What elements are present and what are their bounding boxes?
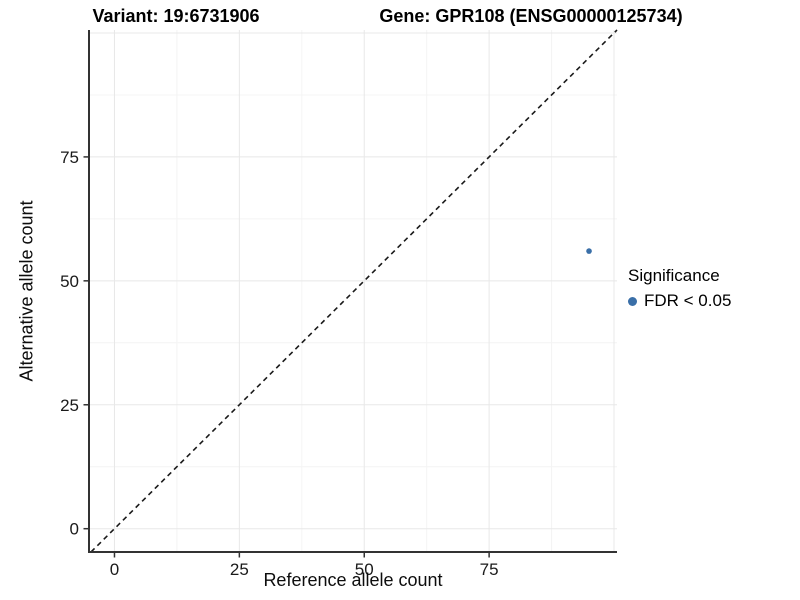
plot-title-gene: Gene: GPR108 (ENSG00000125734) [379, 6, 683, 26]
legend-item-label: FDR < 0.05 [644, 291, 732, 310]
x-tick-label: 25 [230, 560, 249, 579]
x-tick-label: 50 [355, 560, 374, 579]
x-axis-title: Reference allele count [263, 570, 443, 590]
identity-line [90, 29, 618, 553]
y-tick-label: 75 [60, 148, 79, 167]
legend-point-icon [628, 296, 637, 306]
x-tick-label: 75 [480, 560, 499, 579]
plot-title-variant: Variant: 19:6731906 [92, 6, 260, 26]
y-tick-label: 50 [60, 272, 79, 291]
y-tick-label: 25 [60, 396, 79, 415]
y-axis-title: Alternative allele count [16, 200, 37, 382]
legend-item: FDR < 0.05 [628, 291, 731, 311]
legend-title: Significance [628, 266, 720, 285]
data-point [586, 248, 592, 254]
legend: Significance FDR < 0.05 [628, 266, 731, 311]
y-tick-label: 0 [70, 520, 79, 539]
x-tick-label: 0 [110, 560, 119, 579]
